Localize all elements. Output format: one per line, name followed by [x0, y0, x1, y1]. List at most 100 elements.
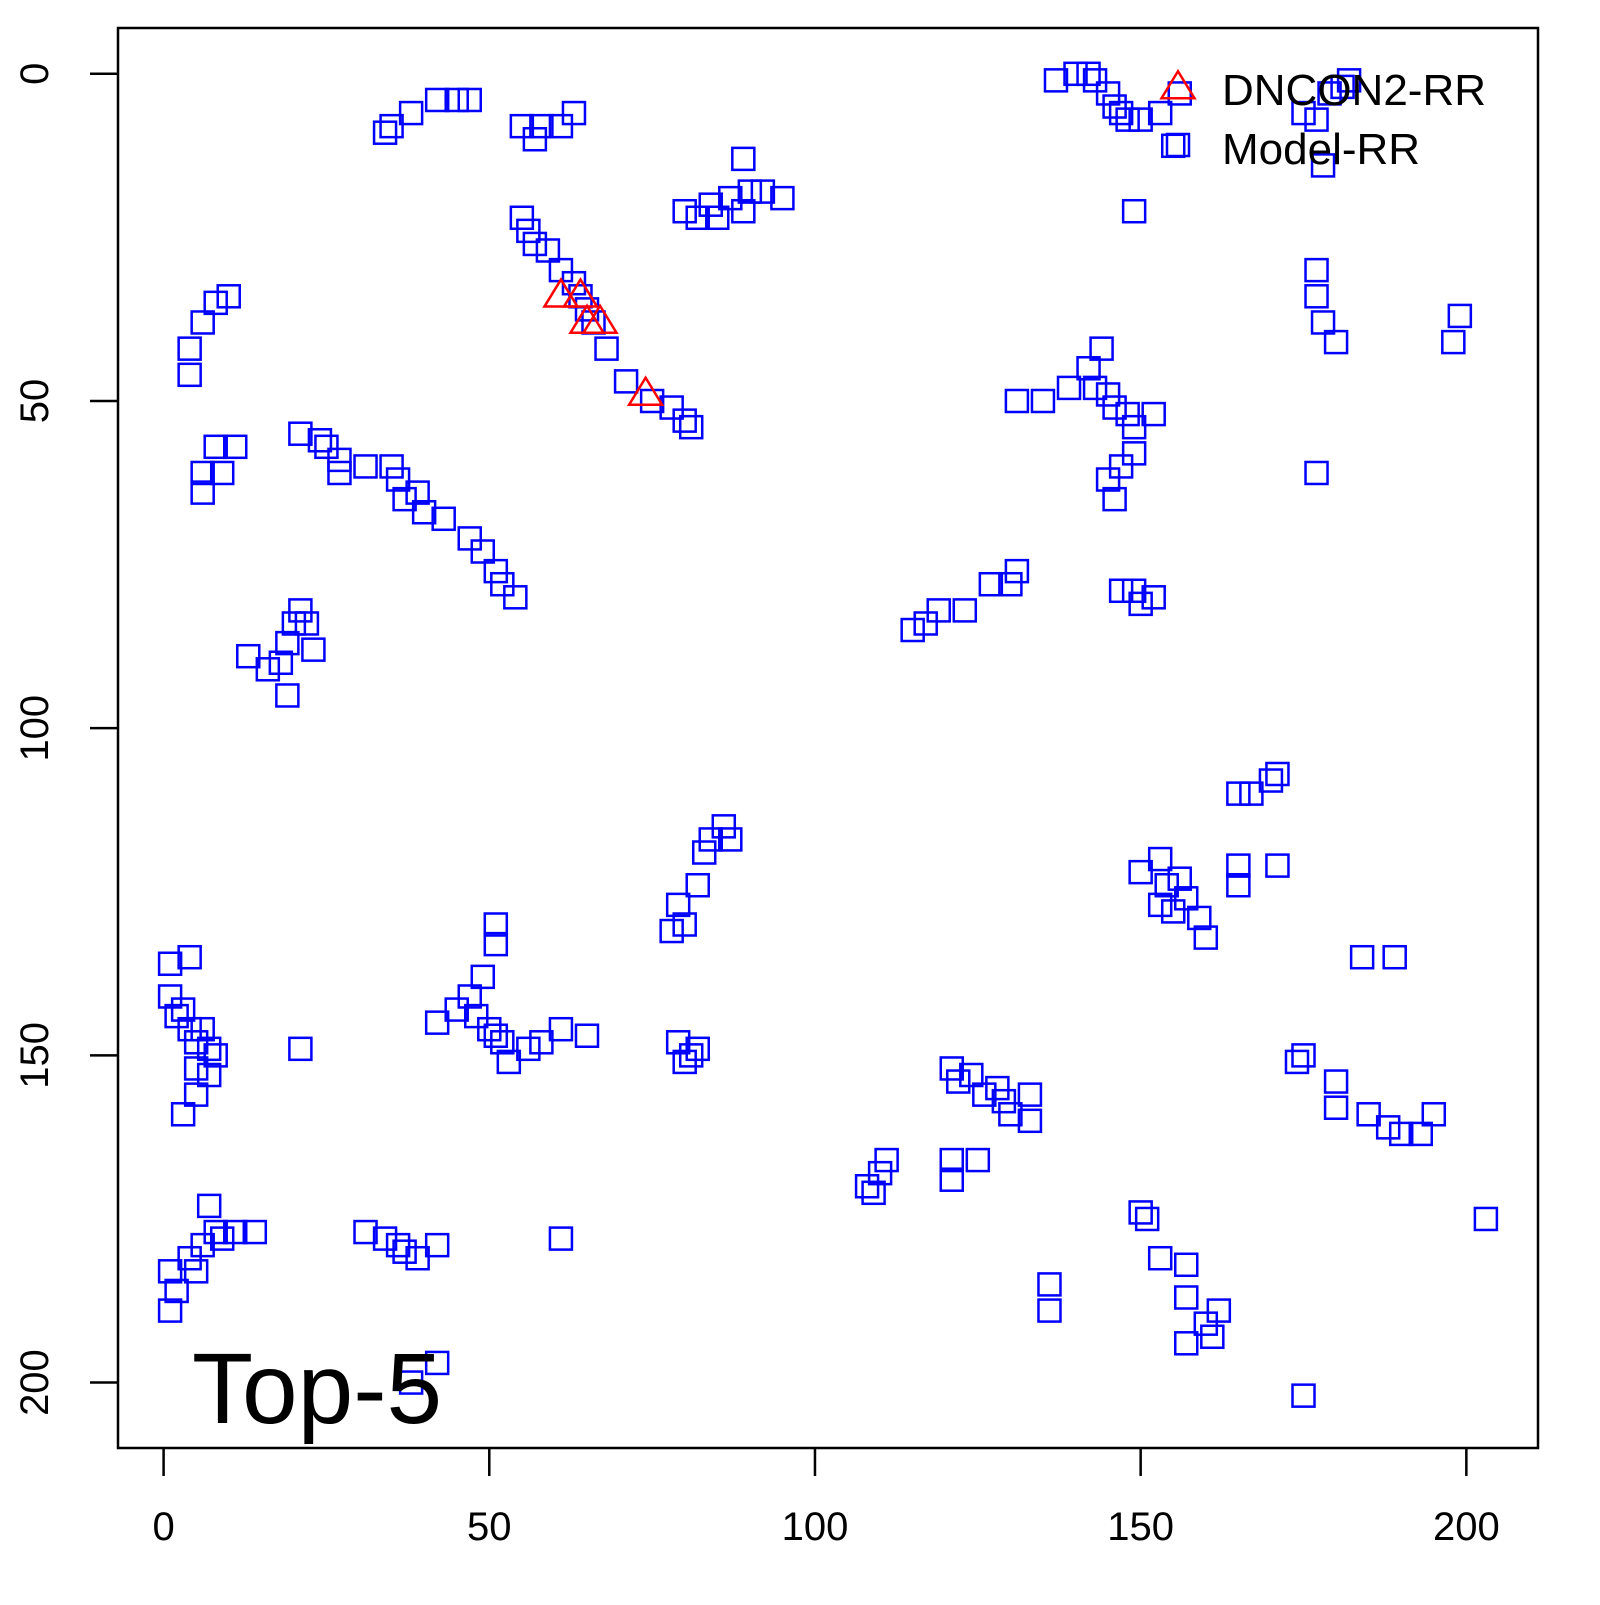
model-rr-point-184: [867, 1160, 893, 1186]
model-rr-point-56: [411, 499, 437, 525]
x-tick-label-0: 0: [152, 1505, 174, 1549]
model-rr-point-60: [483, 558, 509, 584]
model-rr-point-216: [1408, 1121, 1434, 1147]
model-rr-point-147: [672, 912, 697, 937]
legend-label-dncon2-rr: DNCON2-RR: [1222, 66, 1486, 115]
model-rr-point-33: [750, 179, 776, 204]
model-rr-point-116: [1141, 585, 1166, 610]
model-rr-point-150: [164, 1003, 189, 1029]
panel-label: Top-5: [192, 1333, 442, 1445]
model-rr-point-235: [385, 1232, 411, 1258]
model-rr-point-201: [1174, 1252, 1199, 1278]
model-rr-point-240: [424, 1350, 450, 1376]
model-rr-point-200: [1147, 1245, 1173, 1271]
model-rr-point-24: [672, 408, 697, 433]
model-rr-point-127: [1265, 761, 1290, 787]
model-rr-point-170: [490, 1030, 515, 1055]
model-rr-point-183: [861, 1180, 886, 1206]
model-rr-point-118: [913, 611, 938, 636]
model-rr-point-148: [157, 951, 183, 977]
model-rr-point-181: [685, 1036, 710, 1062]
model-rr-point-217: [1421, 1102, 1447, 1127]
model-rr-point-142: [711, 814, 737, 839]
x-tick-label-3: 150: [1107, 1505, 1174, 1549]
model-rr-point-83: [1160, 133, 1186, 159]
model-rr-point-236: [392, 1239, 417, 1264]
model-rr-point-68: [281, 611, 307, 636]
model-rr-point-69: [288, 598, 313, 623]
model-rr-point-160: [196, 1062, 222, 1088]
model-rr-point-115: [1128, 591, 1153, 617]
model-rr-point-143: [718, 827, 743, 852]
model-rr-point-104: [1102, 395, 1127, 420]
model-rr-point-92: [1304, 284, 1329, 309]
model-rr-point-30: [718, 185, 743, 211]
axis-ticks: 0 50 100 150 200 0 50 100 150 200: [13, 63, 1500, 1549]
model-rr-point-191: [991, 1088, 1017, 1114]
model-rr-point-206: [1174, 1331, 1199, 1356]
model-rr-point-46: [288, 421, 313, 446]
x-tick-label-4: 200: [1433, 1505, 1500, 1549]
model-rr-point-47: [307, 428, 333, 453]
model-rr-point-6: [509, 113, 535, 139]
model-rr-point-153: [183, 1030, 209, 1055]
model-rr-point-12: [516, 218, 541, 244]
model-rr-point-9: [548, 113, 574, 139]
model-rr-point-54: [392, 486, 417, 512]
model-rr-point-78: [1108, 100, 1134, 126]
model-rr-point-162: [288, 1036, 313, 1062]
model-rr-point-188: [959, 1062, 984, 1088]
model-rr-point-97: [1304, 460, 1329, 486]
model-rr-point-215: [1388, 1121, 1414, 1147]
model-rr-point-197: [1017, 1082, 1043, 1107]
model-rr-point-95: [1441, 329, 1466, 355]
model-rr-point-230: [242, 1219, 268, 1245]
x-tick-label-2: 100: [782, 1505, 849, 1549]
model-rr-point-167: [470, 964, 496, 990]
model-rr-point-194: [939, 1167, 965, 1192]
y-tick-label-4: 200: [13, 1349, 57, 1416]
dncon2-rr-point-1: [561, 277, 600, 308]
legend-square-icon: [1165, 132, 1191, 158]
model-rr-point-139: [1147, 892, 1173, 918]
model-rr-point-146: [659, 918, 684, 944]
model-rr-point-136: [1193, 925, 1219, 950]
y-tick-label-2: 100: [13, 695, 57, 762]
model-rr-point-4: [444, 87, 469, 113]
model-rr-point-99: [1030, 388, 1056, 414]
model-rr-point-222: [157, 1259, 183, 1284]
model-rr-point-163: [424, 1010, 450, 1035]
model-rr-point-66: [275, 683, 300, 708]
model-rr-point-114: [1121, 578, 1147, 604]
model-rr-point-63: [236, 643, 261, 669]
model-rr-point-96: [1447, 303, 1473, 329]
model-rr-point-177: [483, 931, 509, 957]
model-rr-point-29: [705, 205, 730, 231]
model-rr-point-174: [548, 1016, 574, 1042]
model-rr-point-67: [275, 630, 300, 656]
model-rr-point-158: [183, 1056, 209, 1081]
model-rr-point-126: [1258, 768, 1284, 793]
model-rr-point-135: [1187, 905, 1212, 931]
model-rr-point-71: [301, 637, 326, 662]
model-rr-point-155: [196, 1036, 222, 1062]
model-rr-point-34: [770, 185, 795, 211]
model-rr-point-13: [522, 231, 548, 257]
model-rr-point-144: [685, 872, 710, 898]
model-rr-point-80: [1128, 107, 1153, 132]
model-rr-point-76: [1095, 81, 1121, 106]
model-rr-point-1: [379, 113, 404, 139]
model-rr-point-171: [496, 1049, 522, 1075]
model-rr-point-156: [203, 1043, 228, 1068]
model-rr-point-202: [1174, 1285, 1199, 1310]
model-rr-point-88: [1330, 74, 1355, 100]
model-rr-point-32: [737, 179, 763, 204]
model-rr-point-35: [731, 146, 756, 172]
dncon2-rr-point-0: [542, 277, 580, 308]
model-rr-point-27: [685, 205, 710, 231]
model-rr-point-132: [1154, 872, 1179, 898]
model-rr-point-204: [1206, 1298, 1232, 1323]
model-rr-point-72: [1043, 68, 1069, 93]
model-rr-point-208: [1037, 1298, 1062, 1323]
